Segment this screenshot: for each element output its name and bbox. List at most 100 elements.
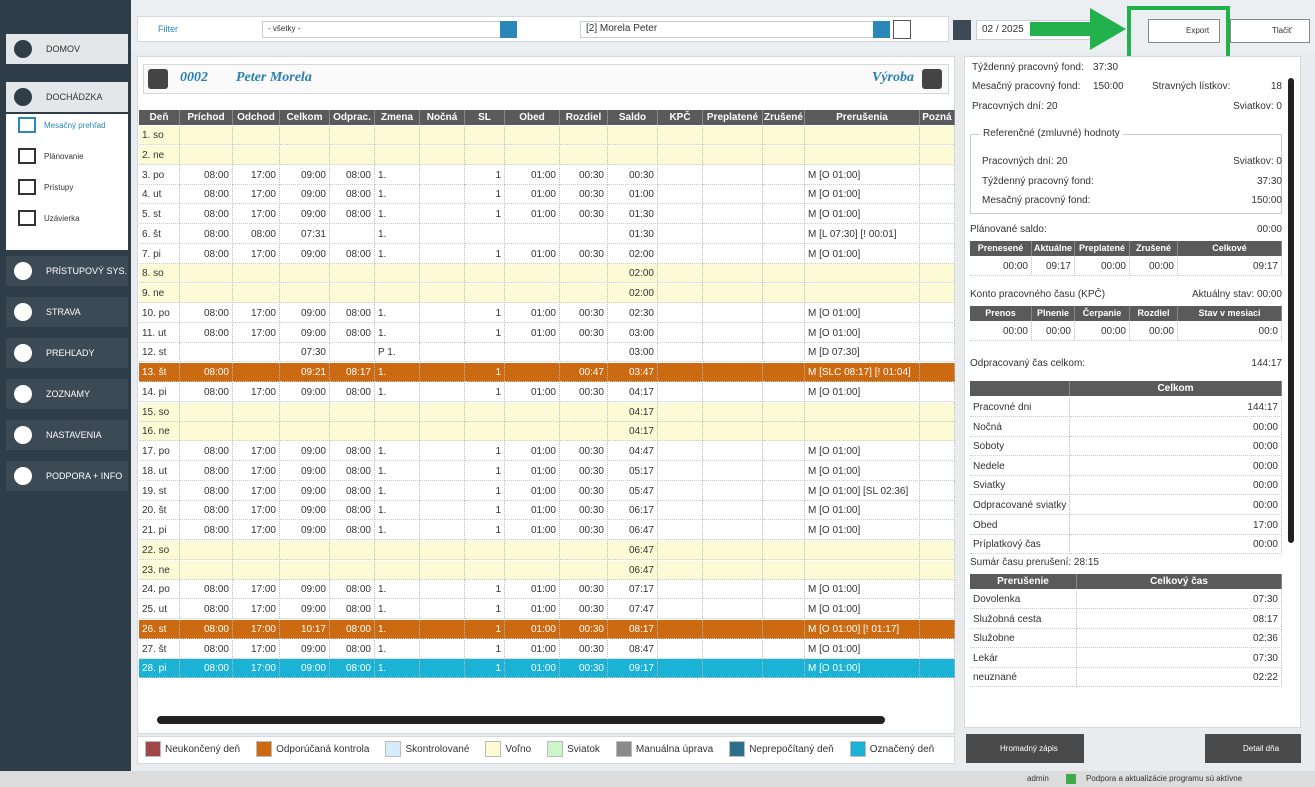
table-cell	[920, 402, 955, 422]
table-row[interactable]	[139, 501, 955, 521]
table-cell	[505, 560, 560, 580]
table-row[interactable]	[139, 422, 955, 442]
table-row[interactable]	[139, 145, 955, 165]
table-cell	[703, 442, 763, 461]
total-label: Sviatky	[970, 476, 1070, 496]
table-cell	[763, 363, 805, 382]
table-row[interactable]	[139, 382, 955, 402]
dropdown-arrow[interactable]	[500, 21, 517, 38]
table-cell: 04:17	[608, 422, 658, 442]
table-row[interactable]	[139, 303, 955, 323]
total-value: 00:00	[1070, 496, 1282, 515]
submenu-item[interactable]: Uzávierka	[44, 214, 80, 223]
table-cell: 08:00	[180, 165, 233, 185]
h-scrollbar[interactable]	[157, 716, 885, 724]
table-cell	[420, 461, 465, 481]
table-cell	[920, 343, 955, 363]
submenu-item[interactable]: Plánovanie	[44, 152, 84, 161]
table-row[interactable]	[139, 264, 955, 284]
detail-button[interactable]	[1205, 734, 1301, 763]
table-cell	[920, 323, 955, 343]
v-scrollbar[interactable]	[1288, 78, 1294, 543]
table-row[interactable]	[139, 224, 955, 244]
total-value: 00:00	[1070, 456, 1282, 476]
table-row[interactable]	[139, 363, 955, 382]
mini-header: Zrušené	[1130, 241, 1178, 256]
table-row[interactable]	[139, 600, 955, 619]
total-value: 00:00	[1070, 417, 1282, 437]
interruption-label: Dovolenka	[970, 590, 1077, 609]
table-row[interactable]	[139, 165, 955, 185]
table-cell: 09:00	[280, 580, 330, 600]
table-row[interactable]	[139, 521, 955, 540]
prev-month[interactable]	[953, 20, 971, 40]
table-cell: 07:31	[280, 224, 330, 244]
table-cell: 01:00	[505, 442, 560, 461]
table-cell	[560, 284, 608, 303]
table-cell: 01:00	[505, 165, 560, 185]
legend-swatch	[256, 741, 273, 757]
print-label[interactable]: Tlačiť	[1272, 26, 1292, 35]
value: 00:00	[1256, 224, 1282, 235]
table-cell: 1.	[375, 224, 420, 244]
table-cell: 1	[465, 442, 505, 461]
user-icon	[148, 69, 168, 89]
table-cell	[763, 422, 805, 442]
table-cell: 08:00	[330, 600, 375, 619]
table-row[interactable]	[139, 323, 955, 343]
table-cell	[920, 303, 955, 323]
table-cell	[505, 284, 560, 303]
table-row[interactable]	[139, 126, 955, 145]
table-row[interactable]	[139, 284, 955, 303]
table-row[interactable]	[139, 244, 955, 264]
table-cell: 17:00	[233, 501, 280, 521]
dropdown-arrow[interactable]	[873, 21, 890, 38]
table-cell	[180, 264, 233, 284]
submenu-item[interactable]: Prístupy	[44, 183, 74, 192]
submenu-icon	[18, 179, 36, 195]
table-cell: 00:30	[560, 481, 608, 501]
table-row[interactable]	[139, 461, 955, 481]
legend-label: Odporúčaná kontrola	[276, 744, 370, 755]
table-cell	[420, 560, 465, 580]
export-label[interactable]: Export	[1186, 26, 1210, 35]
table-cell	[703, 343, 763, 363]
table-cell: 01:00	[608, 185, 658, 205]
detail-label[interactable]: Detail dňa	[1243, 744, 1280, 753]
table-cell	[375, 422, 420, 442]
table-row[interactable]	[139, 580, 955, 600]
table-row[interactable]	[139, 402, 955, 422]
table-cell: 1.	[375, 659, 420, 679]
table-row[interactable]	[139, 185, 955, 205]
table-cell: 00:30	[560, 619, 608, 639]
table-row[interactable]	[139, 560, 955, 580]
column-header: Pozná	[920, 110, 955, 125]
table-cell: 17:00	[233, 659, 280, 679]
print-button[interactable]	[1230, 19, 1310, 43]
filter-button[interactable]	[893, 20, 911, 39]
table-row[interactable]	[139, 442, 955, 461]
table-row[interactable]	[139, 540, 955, 560]
total-value: 00:00	[1070, 437, 1282, 457]
table-cell	[420, 521, 465, 540]
table-cell	[920, 481, 955, 501]
table-row[interactable]	[139, 659, 955, 679]
table-row[interactable]	[139, 619, 955, 639]
bulk-label[interactable]: Hromadný zápis	[1000, 744, 1058, 753]
table-row[interactable]	[139, 481, 955, 501]
mini-header: Preplatené	[1075, 241, 1130, 256]
table-cell	[703, 501, 763, 521]
submenu-item[interactable]: Mesačný prehľad	[44, 121, 106, 130]
table-row[interactable]	[139, 639, 955, 659]
menu-item[interactable]: NASTAVENIA	[6, 420, 128, 450]
export-button[interactable]	[1148, 19, 1220, 43]
table-row[interactable]	[139, 205, 955, 224]
table-row[interactable]	[139, 343, 955, 363]
table-cell	[703, 165, 763, 185]
table-cell	[763, 639, 805, 659]
interruption-label: Služobne	[970, 629, 1077, 649]
table-cell: M [O 01:00]	[805, 185, 920, 205]
table-cell	[180, 560, 233, 580]
bulk-button[interactable]	[966, 734, 1084, 763]
table-cell: 08:47	[608, 639, 658, 659]
